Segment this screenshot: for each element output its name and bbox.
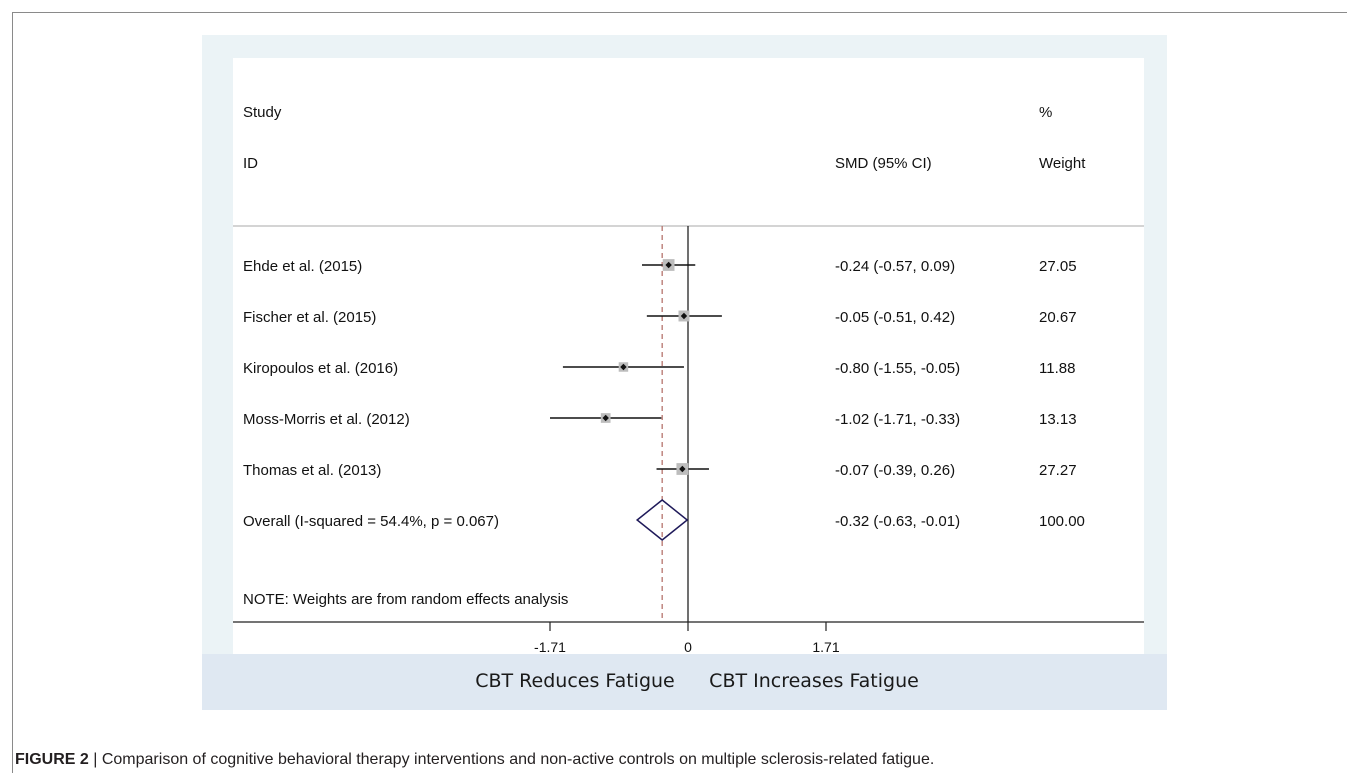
- caption-text: | Comparison of cognitive behavioral the…: [93, 751, 935, 768]
- point-estimate: [680, 312, 688, 320]
- weight-value: 27.05: [1039, 258, 1077, 275]
- weight-value: 27.27: [1039, 462, 1077, 479]
- overall-diamond: [635, 499, 689, 541]
- overall-weight-value: 100.00: [1039, 513, 1085, 530]
- study-label: Thomas et al. (2013): [243, 462, 381, 479]
- figure-caption: FIGURE 2 | Comparison of cognitive behav…: [15, 751, 934, 769]
- study-header-line2: ID: [243, 155, 258, 172]
- overall-ci-value: -0.32 (-0.63, -0.01): [835, 513, 960, 530]
- x-tick-label: 1.71: [812, 639, 839, 655]
- point-estimate: [620, 363, 627, 371]
- figure-frame: [12, 12, 1347, 773]
- study-label: Moss-Morris et al. (2012): [243, 411, 410, 428]
- ci-value: -0.05 (-0.51, 0.42): [835, 309, 955, 326]
- direction-band: [202, 654, 1167, 710]
- ci-value: -0.24 (-0.57, 0.09): [835, 258, 955, 275]
- weight-value: 11.88: [1039, 360, 1075, 377]
- point-estimate: [665, 261, 672, 269]
- weight-header-line2: Weight: [1039, 155, 1086, 172]
- note-text: NOTE: Weights are from random effects an…: [243, 591, 568, 608]
- ci-value: -0.80 (-1.55, -0.05): [835, 360, 960, 377]
- caption-label: FIGURE 2: [15, 751, 89, 768]
- x-tick-label: -1.71: [534, 639, 566, 655]
- point-estimate: [602, 414, 609, 422]
- study-label: Ehde et al. (2015): [243, 258, 362, 275]
- band-label-increases: CBT Increases Fatigue: [709, 670, 919, 692]
- study-rows: Ehde et al. (2015) -0.24 (-0.57, 0.09) 27.…: [243, 226, 1085, 622]
- x-tick-label: 0: [684, 639, 692, 655]
- overall-label: Overall (I-squared = 54.4%, p = 0.067): [243, 513, 499, 530]
- band-label-reduces: CBT Reduces Fatigue: [475, 670, 675, 692]
- study-label: Fischer et al. (2015): [243, 309, 376, 326]
- x-axis-ticks: -1.71 0 1.71: [534, 622, 840, 655]
- ci-value: -0.07 (-0.39, 0.26): [835, 462, 955, 479]
- weight-value: 13.13: [1039, 411, 1077, 428]
- ci-value: -1.02 (-1.71, -0.33): [835, 411, 960, 428]
- study-label: Kiropoulos et al. (2016): [243, 360, 398, 377]
- point-estimate: [679, 465, 686, 473]
- effect-header: SMD (95% CI): [835, 155, 932, 172]
- study-header-line1: Study: [243, 104, 282, 121]
- weight-value: 20.67: [1039, 309, 1077, 326]
- weight-header-line1: %: [1039, 104, 1052, 121]
